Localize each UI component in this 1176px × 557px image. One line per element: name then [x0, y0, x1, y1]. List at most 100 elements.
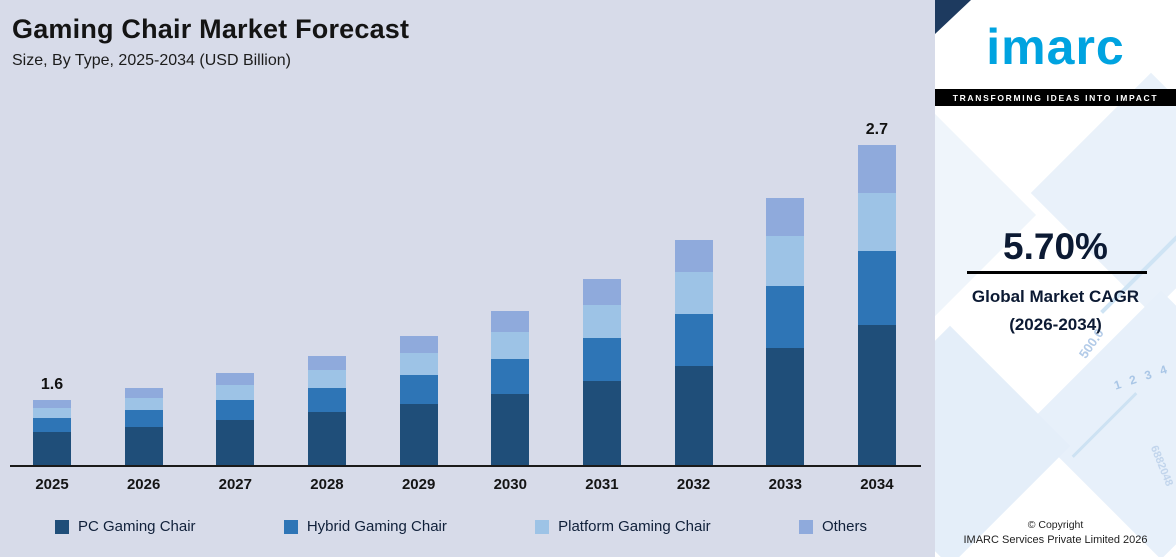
bar-column-2028 — [307, 332, 346, 465]
x-axis-tick: 2032 — [675, 476, 713, 493]
x-axis-label: 2031 — [585, 476, 619, 493]
cagr-label: Global Market CAGR — [971, 287, 1140, 306]
cagr-value: 5.70% — [1003, 226, 1108, 267]
bar-segment-hybrid-gaming-chair — [33, 418, 71, 432]
tagline-text: TRANSFORMING IDEAS INTO IMPACT — [952, 92, 1159, 103]
chart-subtitle: Size, By Type, 2025-2034 (USD Billion) — [12, 52, 291, 69]
bar-column-2029 — [399, 312, 438, 465]
bar-segment-platform-gaming-chair — [399, 353, 438, 375]
bar-value-label: 1.6 — [40, 376, 64, 393]
bar — [582, 279, 621, 465]
x-axis-label: 2027 — [218, 476, 252, 493]
tagline-bar: TRANSFORMING IDEAS INTO IMPACT — [935, 89, 1176, 106]
bar-column-2033 — [766, 174, 805, 465]
legend-label: PC Gaming Chair — [78, 518, 196, 535]
legend-swatch — [283, 519, 298, 534]
x-axis-tick: 2033 — [766, 476, 804, 493]
legend-item: Platform Gaming Chair — [535, 518, 711, 535]
bar-column-2030 — [491, 287, 530, 465]
x-axis-tick: 2027 — [216, 476, 254, 493]
imarc-logo-text: imarc — [986, 19, 1125, 75]
years-row: 2025 2026 2027 2028 2029 2030 2031 2032 2033 2034 — [10, 476, 921, 493]
bar-segment-others — [399, 336, 438, 353]
bar — [766, 198, 805, 465]
bar-segment-pc-gaming-chair — [674, 366, 713, 465]
bar-segment-hybrid-gaming-chair — [399, 375, 438, 404]
decorative-shape — [1030, 72, 1176, 314]
bar-segment-hybrid-gaming-chair — [307, 388, 346, 412]
bar-segment-platform-gaming-chair — [216, 385, 255, 400]
bar-value-label: 2.7 — [865, 121, 889, 138]
bar-segment-platform-gaming-chair — [124, 398, 163, 410]
bar-segment-platform-gaming-chair — [491, 332, 530, 359]
bar-segment-platform-gaming-chair — [766, 236, 805, 286]
chart-header: Gaming Chair Market Forecast Size, By Ty… — [12, 14, 409, 70]
bar — [124, 388, 163, 465]
bar-segment-pc-gaming-chair — [857, 325, 896, 465]
legend-label: Others — [821, 518, 867, 535]
legend-swatch — [55, 519, 69, 534]
x-axis-label: 2026 — [126, 476, 161, 493]
bar — [674, 240, 713, 465]
bar-segment-platform-gaming-chair — [307, 370, 346, 388]
copyright: © Copyright IMARC Services Private Limit… — [935, 518, 1176, 549]
bar-segment-hybrid-gaming-chair — [857, 251, 896, 325]
bar-segment-hybrid-gaming-chair — [216, 400, 255, 420]
decorative-number: 1 2 3 4 — [1112, 361, 1172, 393]
bar-column-2025: 1.6 — [33, 376, 71, 465]
bar-segment-others — [582, 279, 621, 305]
bars-row: 1.6 2.7 — [10, 112, 921, 465]
x-axis-line — [10, 465, 921, 467]
decorative-line — [1071, 392, 1138, 458]
bar-segment-hybrid-gaming-chair — [674, 314, 713, 366]
bar-segment-platform-gaming-chair — [33, 408, 71, 418]
stacked-bar-chart: 1.6 2.7 2025 2026 2027 2028 2029 2030 2031 2032 2… — [10, 112, 921, 493]
bar-segment-others — [216, 373, 255, 385]
bar-segment-others — [674, 240, 713, 272]
bar-segment-pc-gaming-chair — [124, 427, 163, 465]
x-axis-label: 2033 — [768, 476, 802, 493]
cagr-underline — [967, 271, 1147, 274]
copyright-line2: IMARC Services Private Limited 2026 — [963, 534, 1148, 547]
bar-segment-others — [491, 311, 530, 332]
bar-segment-others — [307, 356, 346, 370]
legend-item: PC Gaming Chair — [55, 518, 196, 535]
bar-segment-pc-gaming-chair — [216, 420, 255, 465]
bar — [857, 145, 896, 465]
x-axis-tick: 2031 — [583, 476, 621, 493]
bar-column-2032 — [674, 216, 713, 465]
legend-swatch — [798, 519, 813, 534]
legend-label: Hybrid Gaming Chair — [306, 518, 447, 535]
x-axis-label: 2032 — [676, 476, 711, 493]
x-axis-tick: 2030 — [491, 476, 529, 493]
bar-segment-others — [124, 388, 163, 398]
x-axis-tick: 2025 — [33, 476, 71, 493]
x-axis-tick: 2026 — [125, 476, 163, 493]
x-axis-tick: 2029 — [400, 476, 438, 493]
x-axis-tick: 2034 — [858, 476, 896, 493]
chart-panel: Gaming Chair Market Forecast Size, By Ty… — [0, 0, 935, 557]
bar — [307, 356, 346, 465]
x-axis-label: 2034 — [860, 476, 894, 493]
bar-segment-pc-gaming-chair — [491, 394, 530, 465]
bar-segment-others — [857, 145, 896, 193]
copyright-line1: © Copyright — [1027, 518, 1084, 531]
bar-segment-hybrid-gaming-chair — [124, 410, 163, 427]
imarc-logo: imarc — [935, 20, 1176, 75]
bar-segment-pc-gaming-chair — [33, 432, 71, 465]
bar — [33, 400, 71, 465]
x-axis-label: 2025 — [35, 476, 69, 493]
bar-segment-pc-gaming-chair — [766, 348, 805, 465]
bar — [399, 336, 438, 465]
bar-segment-platform-gaming-chair — [582, 305, 621, 338]
bar-segment-pc-gaming-chair — [582, 381, 621, 465]
cagr-period: (2026-2034) — [1009, 315, 1102, 334]
bar-column-2034: 2.7 — [857, 121, 896, 465]
bar — [216, 373, 255, 465]
legend-swatch — [535, 519, 550, 534]
bar-segment-hybrid-gaming-chair — [491, 359, 530, 394]
bar-segment-others — [766, 198, 805, 236]
legend-label: Platform Gaming Chair — [558, 518, 711, 535]
brand-panel: 500.0 1 2 3 4 6882048 imarc TRANSFORMING… — [935, 0, 1176, 557]
